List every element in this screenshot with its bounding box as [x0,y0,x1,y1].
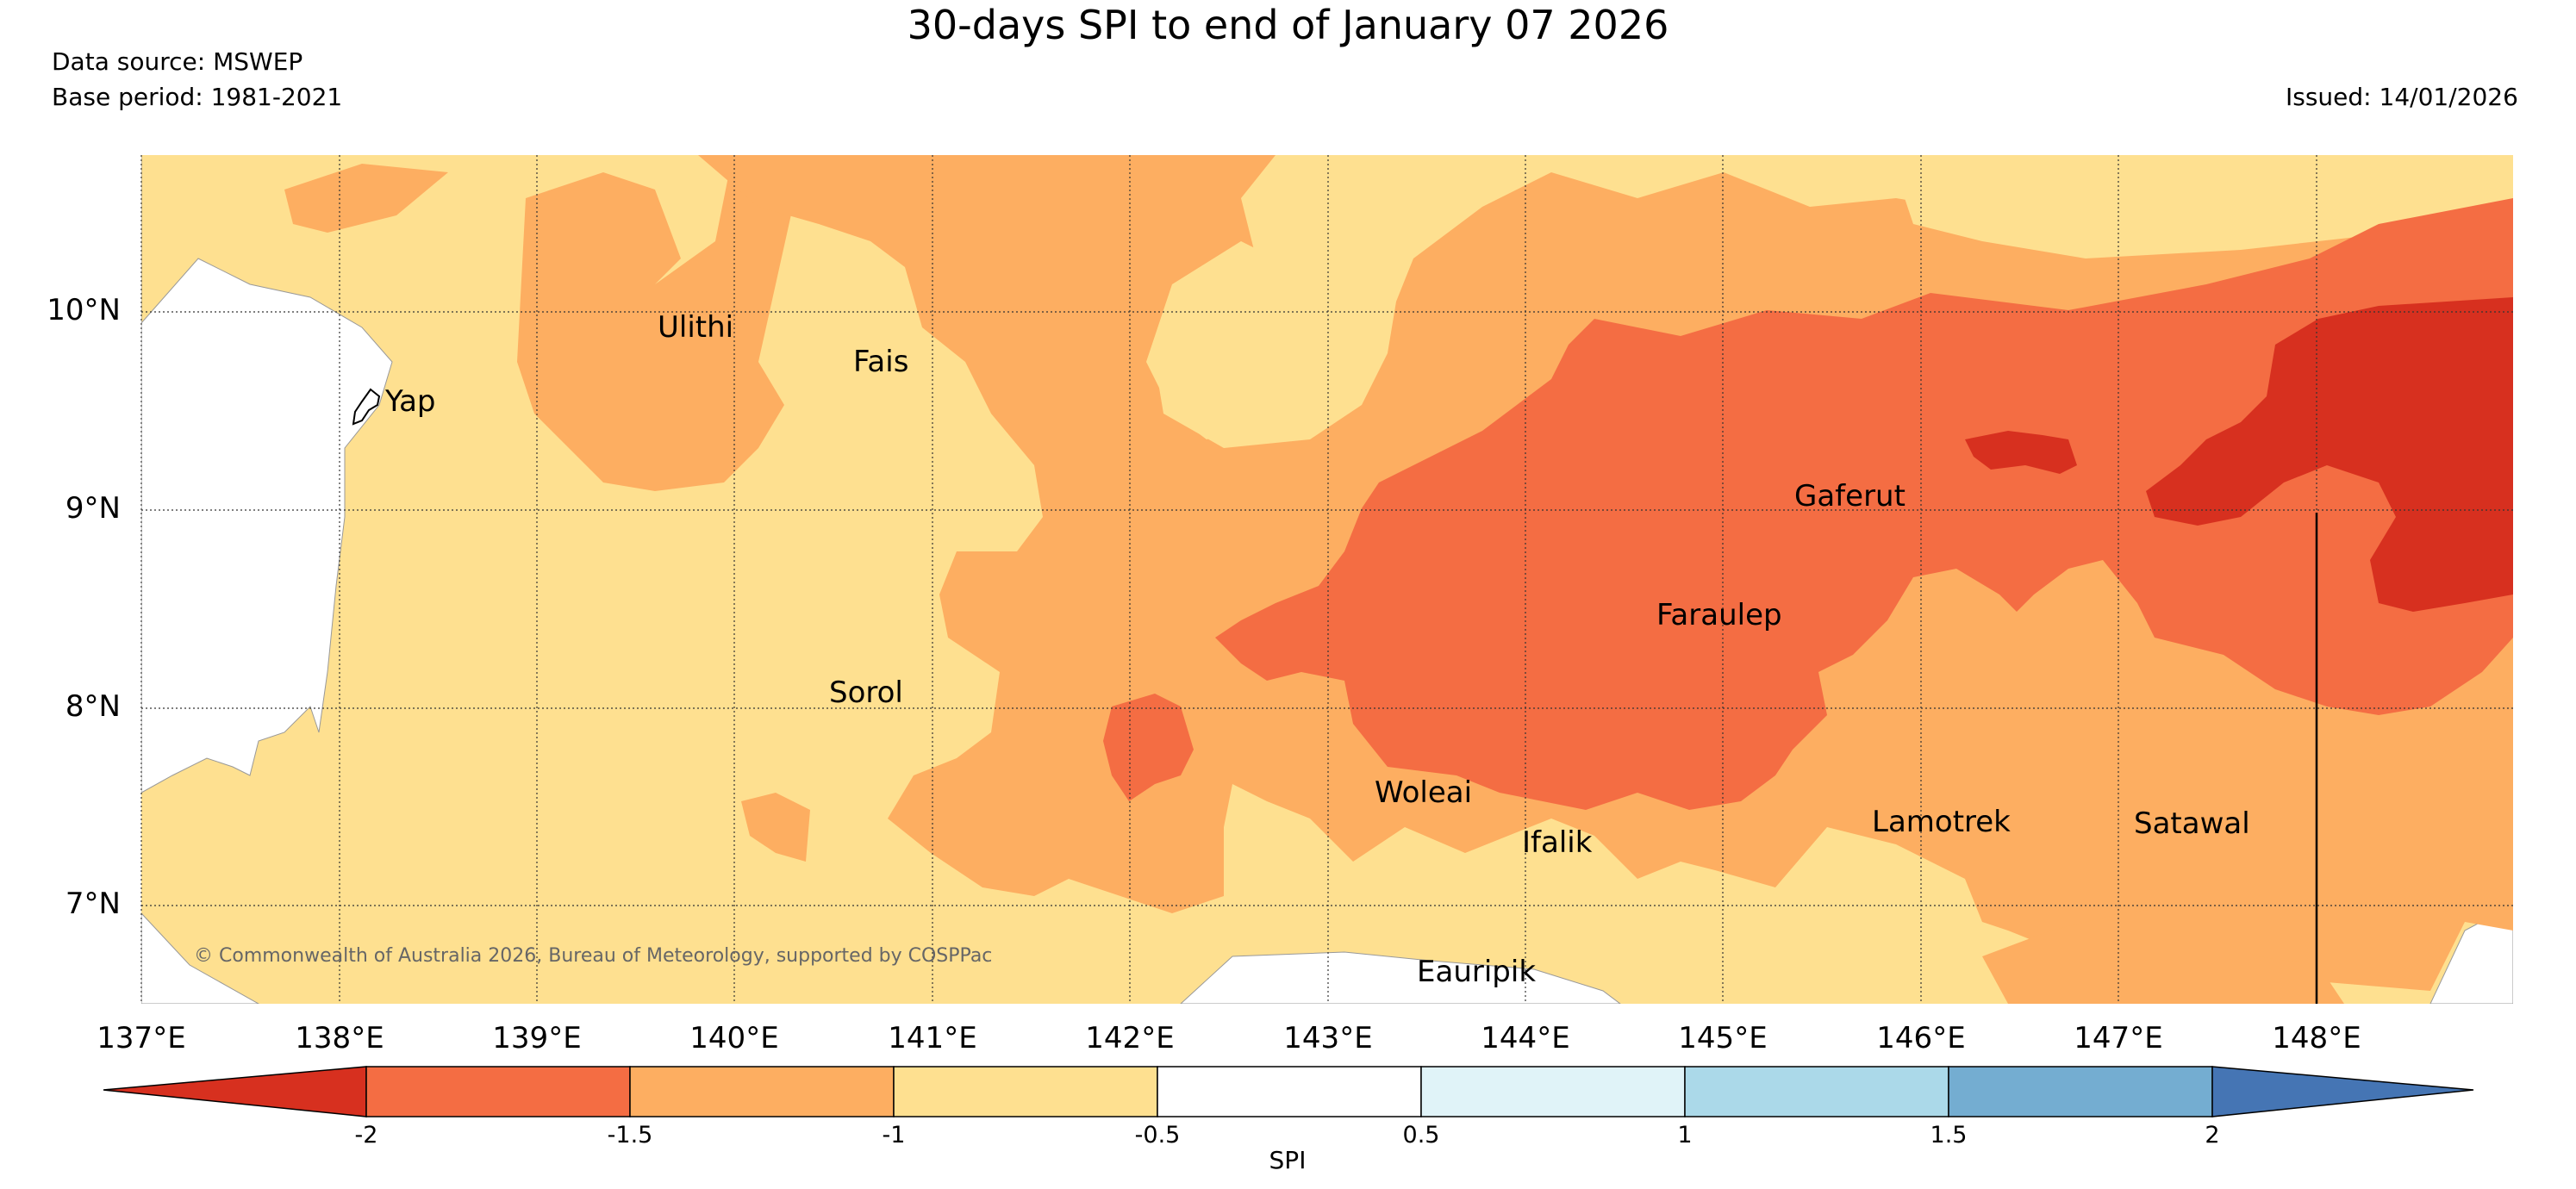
spi-class-deep-red-patch [1965,431,2077,474]
lon-label: 137°E [97,1021,186,1055]
colorbar-tick: -2 [354,1122,378,1149]
lat-label: 9°N [65,491,121,526]
spi-class-red-orange [1215,198,2513,810]
lon-label: 147°E [2074,1021,2163,1055]
spi-class-light-yellow-inlay [1146,241,1344,439]
lon-label: 146°E [1876,1021,1966,1055]
spi-class-deep-red-east [2146,297,2513,612]
colorbar-tick: 0.5 [1402,1122,1440,1149]
place-label-satawal: Satawal [2134,806,2250,841]
place-label-eauripik: Eauripik [1417,955,1537,989]
lon-label: 140°E [689,1021,779,1055]
spi-class-orange-north [284,164,448,233]
yap-island-outline [352,388,381,426]
spi-class-white-southwest [141,912,260,1004]
colorbar-tick: 1.5 [1930,1122,1968,1149]
lon-label: 144°E [1481,1021,1570,1055]
place-label-sorol: Sorol [829,675,903,710]
colorbar-title: SPI [1269,1146,1307,1174]
spi-class-red-orange-west [1103,694,1194,801]
place-label-faraulep: Faraulep [1656,598,1782,632]
colorbar-tick: -1.5 [607,1122,653,1149]
colorbar-tick: -1 [882,1122,906,1149]
lon-label: 143°E [1283,1021,1373,1055]
colorbar-tick: 2 [2205,1122,2220,1149]
spi-class-orange-west-patch [741,793,810,862]
lat-label: 10°N [47,293,121,327]
place-label-gaferut: Gaferut [1794,479,1905,514]
copyright-notice: © Commonwealth of Australia 2026, Bureau… [194,945,993,967]
spi-class-white-west [141,155,393,794]
place-label-fais: Fais [853,345,909,379]
lon-label: 141°E [888,1021,977,1055]
place-label-ulithi: Ulithi [658,310,734,345]
issued-label: Issued: 14/01/2026 [2286,83,2518,111]
lon-label: 148°E [2272,1021,2361,1055]
spi-class-white-southeast [2429,904,2513,1004]
lat-label: 8°N [65,689,121,724]
place-label-yap: Yap [385,384,436,419]
data-source-label: Data source: MSWEP [52,47,303,76]
place-label-ifalik: Ifalik [1522,825,1593,860]
base-period-label: Base period: 1981-2021 [52,83,343,111]
spi-colorbar [103,1066,2474,1117]
colorbar-extend-high [2211,1066,2474,1117]
lon-label: 139°E [492,1021,582,1055]
spi-class-white-south [1180,951,1621,1004]
lon-label: 145°E [1678,1021,1768,1055]
map-title: 30-days SPI to end of January 07 2026 [907,2,1669,48]
spi-class-light-yellow-inlay-east [1896,155,2513,258]
colorbar-tick: -0.5 [1134,1122,1181,1149]
colorbar-extend-low [103,1066,367,1117]
spi-class-orange-south [1982,905,2344,1004]
lon-label: 138°E [295,1021,384,1055]
place-label-woleai: Woleai [1375,775,1473,810]
lon-label: 142°E [1085,1021,1175,1055]
colorbar-tick: 1 [1677,1122,1693,1149]
lat-label: 7°N [65,887,121,921]
place-label-lamotrek: Lamotrek [1872,805,2011,839]
spi-class-orange-ulithi [517,155,793,491]
